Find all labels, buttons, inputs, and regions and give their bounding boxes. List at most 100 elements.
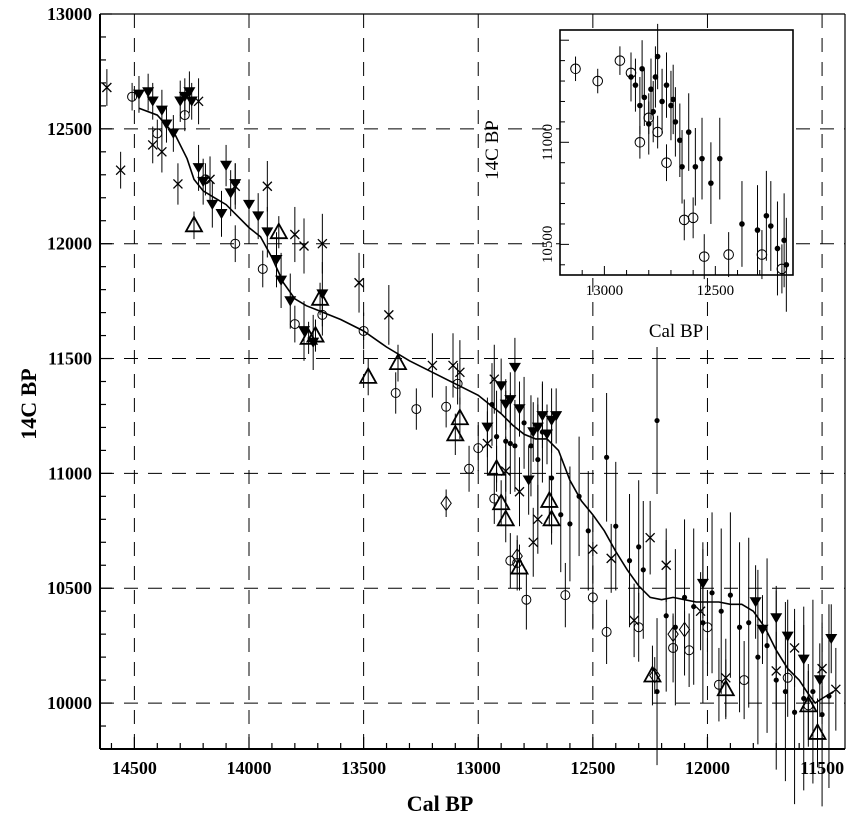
open-triangle-point [445,424,465,442]
filled-triangle-point [252,211,265,222]
filled-dot-point [810,688,816,695]
open-triangle-point [305,325,326,343]
filled-triangle-point [215,209,228,220]
inset-filled-dot-point [663,82,670,88]
open-triangle-point [807,722,828,740]
y-tick-label: 11500 [48,349,92,369]
filled-dot-point [691,603,697,610]
filled-triangle-point [298,326,311,337]
inset-frame [559,29,794,276]
cross-point [101,82,112,93]
filled-dot-point [736,624,743,630]
open-circle-point [127,91,138,102]
open-circle-point [230,238,241,249]
inset-y-tick-label: 11000 [540,124,556,161]
filled-dot-point [727,592,733,598]
cross-point [289,229,300,240]
open-triangle-point [358,366,378,384]
inset-tick-labels: 13000 12500 10500 11000 [540,39,783,299]
filled-triangle-point [284,296,297,307]
inset-open-circle-point [592,75,604,87]
filled-triangle-point [220,160,233,171]
y-tick-label: 12500 [47,119,92,139]
open-circle-point [560,590,571,601]
open-triangle-point [388,352,408,371]
filled-triangle-point [270,254,283,266]
inset-filled-dot-point [641,94,648,101]
filled-triangle-point [224,188,237,199]
x-tick-label: 14500 [112,758,157,778]
inset-filled-dot-point [668,102,674,109]
y-axis-label: 14C BP [16,368,41,440]
filled-dot-point [528,443,534,449]
open-circle-point [257,263,268,274]
filled-dot-point [539,429,546,435]
open-circle-point [441,401,452,412]
inset-filled-dot-point [783,261,790,268]
inset-filled-dot-point [670,96,676,103]
inset-filled-dot-point [672,119,679,125]
filled-triangle-point [206,199,219,211]
open-triangle-point [509,557,530,575]
x-axis-label: Cal BP [407,791,474,816]
filled-dot-point [503,438,509,444]
filled-dot-point [548,475,555,481]
inset-filled-dot-point [645,121,652,127]
inset-open-circle-point [698,251,710,262]
inset-filled-dot-point [692,163,699,170]
open-circle-point [473,443,484,454]
filled-dot-point [819,711,825,718]
filled-triangle-point [142,87,155,98]
filled-triangle-point [513,404,526,415]
filled-dot-point [521,420,527,426]
filled-dot-point [700,620,706,626]
filled-dot-point [640,567,646,573]
open-circle-point [587,592,598,603]
inset-filled-dot-point [768,223,774,229]
cross-point [532,514,543,525]
filled-dot-point [654,688,660,695]
open-triangle-point [491,492,511,511]
open-triangle-point [184,215,204,233]
filled-dot-point [567,521,573,527]
open-triangle-point [310,288,330,306]
open-triangle-point [269,221,289,240]
filled-dot-point [493,434,500,440]
cross-point [299,241,309,251]
cross-point [383,309,394,320]
cross-point [172,179,183,189]
x-tick-label: 13500 [341,758,386,778]
x-tick-label: 12500 [570,758,615,778]
filled-dot-point [681,594,688,601]
open-circle-point [358,325,369,336]
filled-dot-point [764,643,770,649]
filled-triangle-point [197,176,210,188]
y-tick-label: 10500 [47,578,92,598]
open-circle-point [411,404,422,415]
filled-dot-point [709,590,715,596]
inset-open-circle-point [723,249,734,260]
filled-dot-point [801,695,807,702]
y-tick-label: 13000 [47,4,92,24]
inset-data-points [570,23,790,312]
filled-dot-point [585,528,591,534]
inset-chart: 13000 12500 10500 11000 Cal BP 14C BP [482,23,794,342]
cross-point [695,606,706,617]
cross-point [317,238,328,249]
filled-dot-point [672,624,678,630]
y-tick-label: 11000 [48,463,92,483]
cross-point [205,174,215,185]
main-axes [99,13,846,750]
inset-filled-dot-point [774,245,781,252]
open-circle-point [390,387,401,398]
filled-dot-point [773,677,779,683]
x-tick-label: 11500 [800,758,844,778]
inset-filled-dot-point [708,180,714,186]
filled-dot-point [826,693,832,699]
filled-triangle-point [167,128,180,139]
open-circle-point [289,319,300,330]
filled-triangle-point [813,675,826,686]
diamond-point [440,495,452,512]
inset-filled-dot-point [754,227,761,233]
